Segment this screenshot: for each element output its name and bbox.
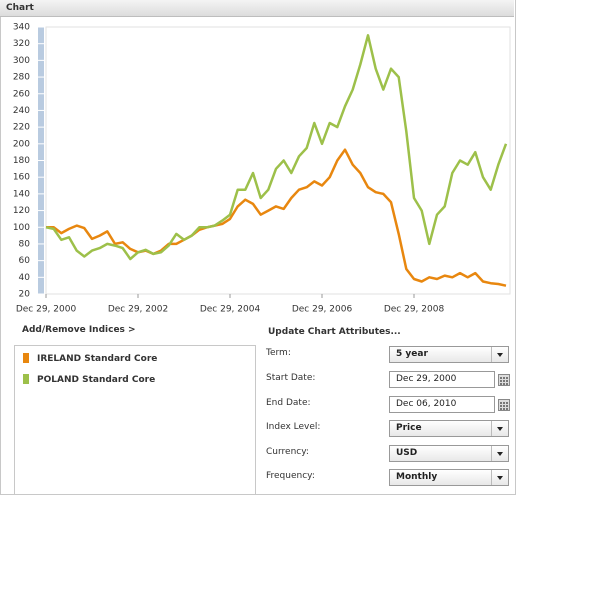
y-tick-label: 300: [13, 56, 30, 66]
field-value: Price: [396, 423, 422, 433]
legend-swatch: [23, 374, 29, 384]
field-value: USD: [396, 448, 418, 458]
calendar-cell: [503, 405, 505, 407]
date-input[interactable]: Dec 29, 2000: [389, 371, 510, 388]
arrow: [497, 427, 503, 431]
panel-header: Chart: [0, 0, 514, 17]
calendar-cell: [506, 408, 508, 410]
plot-area: [45, 26, 511, 295]
y-tick-label: 160: [13, 173, 30, 183]
legend-item: POLAND Standard Core: [23, 374, 155, 385]
y-tick-label: 220: [13, 123, 30, 133]
select-arrow: [491, 421, 508, 436]
legend-label: IRELAND Standard Core: [37, 354, 158, 364]
select-box[interactable]: 5 year: [389, 346, 509, 363]
date-input[interactable]: Dec 06, 2010: [389, 396, 510, 413]
x-tick-label: Dec 29, 2006: [292, 305, 353, 315]
y-tick-label: 60: [19, 256, 31, 266]
calendar-cell: [506, 405, 508, 407]
series-line: [46, 148, 507, 287]
y-tick-label: 260: [13, 89, 30, 99]
field-label: Index Level:: [266, 422, 321, 432]
calendar-cell: [503, 402, 505, 404]
x-tick-label: Dec 29, 2000: [16, 305, 77, 315]
field-label: Currency:: [266, 447, 309, 457]
arrow: [497, 353, 503, 357]
y-tick-label: 140: [13, 189, 30, 199]
calendar-cell: [500, 405, 502, 407]
arrow-icon: [497, 353, 503, 357]
legend-label: POLAND Standard Core: [37, 375, 156, 385]
y-tick-label: 320: [13, 39, 30, 49]
arrow-icon: [497, 452, 503, 456]
legend-item: IRELAND Standard Core: [23, 353, 157, 364]
field-label: Start Date:: [266, 373, 316, 383]
panel-frame: [0, 0, 516, 495]
legend-swatch: [23, 353, 29, 363]
select-box[interactable]: Monthly: [389, 469, 509, 486]
arrow-icon: [497, 427, 503, 431]
field-value: Dec 06, 2010: [396, 399, 457, 409]
legend: IRELAND Standard Core POLAND Standard Cor…: [14, 345, 256, 495]
arrow: [497, 452, 503, 456]
y-tick-label: 280: [13, 73, 30, 83]
field-value: 5 year: [396, 349, 428, 359]
arrow-icon: [497, 476, 503, 480]
calendar-cell: [503, 380, 505, 382]
calendar-cell: [503, 377, 505, 379]
add-remove-link[interactable]: Add/Remove Indices >: [22, 325, 136, 335]
y-tick-label: 200: [13, 139, 30, 149]
calendar-cell: [500, 402, 502, 404]
y-tick-label: 120: [13, 206, 30, 216]
calendar-cell: [506, 383, 508, 385]
select-arrow: [491, 470, 508, 485]
calendar-icon: [498, 399, 510, 411]
calendar-cell: [503, 383, 505, 385]
select-box[interactable]: Price: [389, 420, 509, 437]
field-value: Monthly: [396, 472, 438, 482]
x-tick-label: Dec 29, 2002: [108, 305, 168, 315]
y-tick-label: 100: [13, 223, 30, 233]
select-arrow: [491, 446, 508, 461]
calendar-cell: [503, 408, 505, 410]
calendar-cell: [500, 383, 502, 385]
series-line: [45, 34, 508, 261]
calendar-cell: [506, 380, 508, 382]
field-label: Frequency:: [266, 471, 315, 481]
x-tick-label: Dec 29, 2004: [200, 305, 261, 315]
x-tick-label: Dec 29, 2008: [384, 305, 445, 315]
calendar-icon: [498, 374, 510, 386]
calendar-cell: [500, 408, 502, 410]
chart: 20 40 60 80 100 120 140 160 180 200 220 240 260 280 30…: [13, 23, 511, 315]
y-tick-label: 40: [19, 273, 31, 283]
arrow: [497, 476, 503, 480]
calendar-cell: [506, 377, 508, 379]
select-box[interactable]: USD: [389, 445, 509, 462]
calendar-cell: [500, 377, 502, 379]
controls-title: Update Chart Attributes...: [268, 327, 401, 337]
calendar-cell: [506, 402, 508, 404]
field-value: Dec 29, 2000: [396, 374, 457, 384]
y-tick-label: 20: [19, 290, 31, 300]
field-label: End Date:: [266, 398, 311, 408]
field-label: Term:: [266, 348, 291, 358]
y-tick-label: 340: [13, 23, 30, 33]
y-tick-label: 180: [13, 156, 30, 166]
calendar-cell: [500, 380, 502, 382]
y-tick-label: 80: [19, 239, 31, 249]
select-arrow: [491, 347, 508, 362]
y-tick-label: 240: [13, 106, 30, 116]
